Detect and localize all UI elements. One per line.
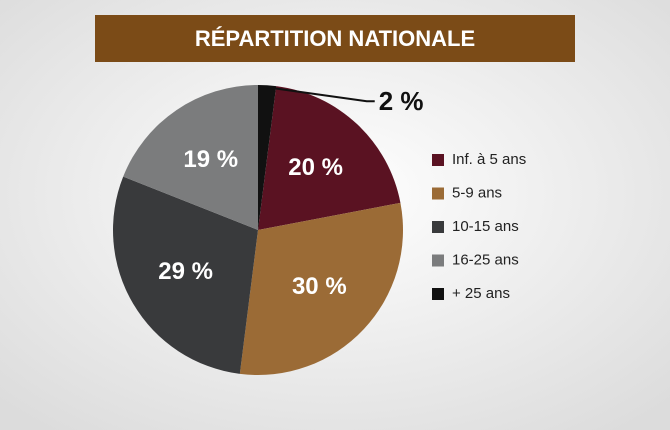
pie-slice <box>258 86 401 230</box>
pie-slice <box>258 85 277 230</box>
title-banner <box>95 15 575 62</box>
data-label: 30 % <box>292 273 347 300</box>
pie-slice <box>239 202 403 375</box>
legend-label: 10-15 ans <box>452 218 519 235</box>
chart-title: RÉPARTITION NATIONALE <box>195 26 475 51</box>
legend-swatch <box>432 254 444 267</box>
legend-swatch <box>432 221 444 233</box>
data-label: 20 % <box>288 154 343 181</box>
data-label: 2 % <box>379 86 424 116</box>
legend-swatch <box>432 288 444 300</box>
data-label: 29 % <box>158 258 213 285</box>
data-label: 19 % <box>183 146 238 173</box>
legend-swatch <box>432 187 444 200</box>
pie-slice <box>113 176 258 374</box>
legend-label: 5-9 ans <box>452 184 502 201</box>
pie-slice <box>123 85 259 230</box>
legend-label: + 25 ans <box>452 285 510 302</box>
leader-line <box>266 86 375 103</box>
legend-label: Inf. à 5 ans <box>452 151 526 168</box>
legend-swatch <box>432 154 444 166</box>
legend-label: 16-25 ans <box>452 251 519 268</box>
